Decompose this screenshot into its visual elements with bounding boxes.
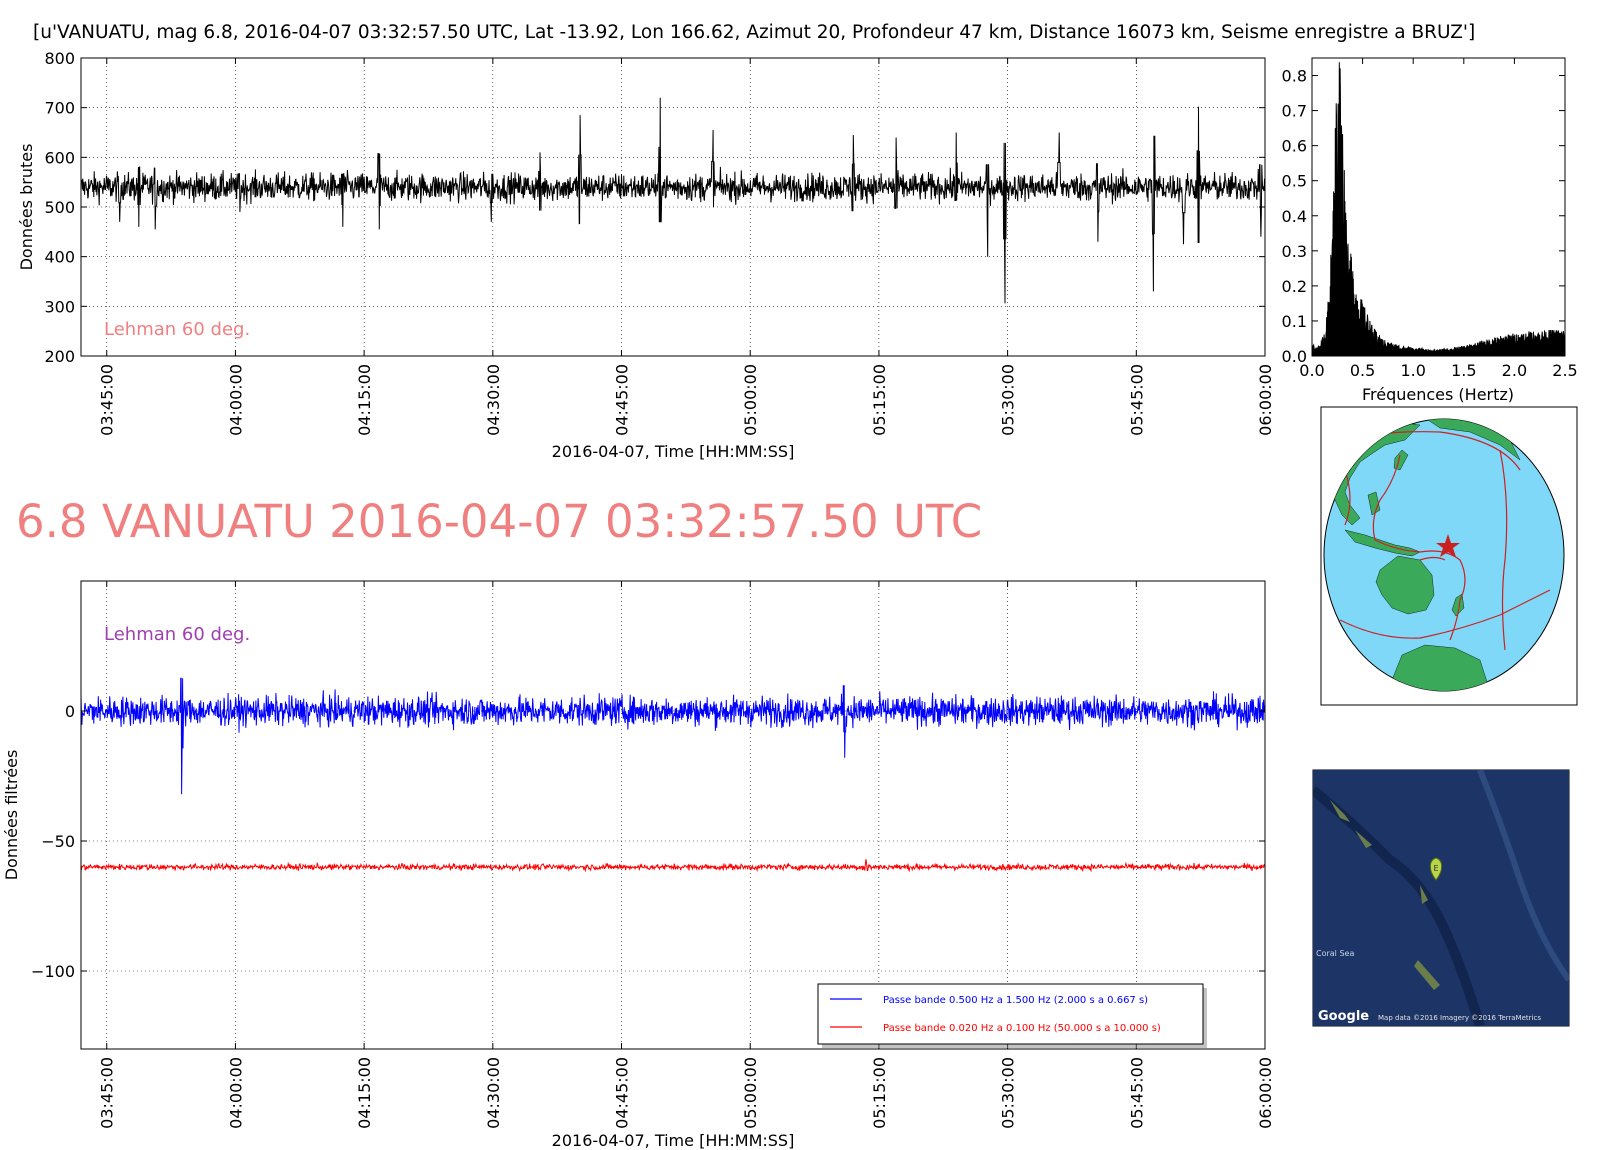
- spectrum-x-ticks: 0.0 0.5 1.0 1.5 2.0 2.5: [1299, 58, 1578, 380]
- epicenter-star-icon: [1436, 534, 1460, 557]
- x-tick-label: 03:45:00: [98, 364, 117, 436]
- spectrum-y-tick-label: 0.0: [1282, 347, 1307, 366]
- spectrum-y-tick-label: 0.1: [1282, 312, 1307, 331]
- spectrum-x-label: Fréquences (Hertz): [1362, 385, 1514, 404]
- high-band-trace: [81, 677, 1265, 795]
- y-tick-label: −50: [41, 832, 75, 851]
- google-logo: Google: [1318, 1009, 1369, 1024]
- x-tick-label: 06:00:00: [1256, 1057, 1275, 1129]
- y-tick-label: 0: [65, 702, 75, 721]
- y-tick-label: 600: [44, 148, 75, 167]
- raw-x-ticks: 03:45:00 04:00:00 04:15:00 04:30:00 04:45:00…: [98, 58, 1275, 436]
- x-tick-label: 04:00:00: [226, 364, 245, 436]
- coral-sea-label: Coral Sea: [1316, 949, 1354, 958]
- plate-boundary-pacific: [1329, 431, 1551, 651]
- australia-landmass: [1375, 555, 1435, 615]
- x-tick-label: 06:00:00: [1256, 364, 1275, 436]
- x-tick-label: 03:45:00: [98, 1057, 117, 1129]
- map-marker-icon: E: [1429, 857, 1443, 881]
- x-tick-label: 05:30:00: [999, 364, 1018, 436]
- figure-title: [u'VANUATU, mag 6.8, 2016-04-07 03:32:57…: [33, 22, 1475, 43]
- filtered-legend: Passe bande 0.500 Hz a 1.500 Hz (2.000 s…: [817, 983, 1207, 1048]
- x-tick-label: 04:45:00: [613, 1057, 632, 1129]
- y-tick-label: 400: [44, 248, 75, 267]
- spectrum-y-tick-label: 0.5: [1282, 172, 1307, 191]
- spectrum-y-tick-label: 0.3: [1282, 242, 1307, 261]
- y-tick-label: −100: [31, 962, 75, 981]
- spectrum-x-tick-label: 1.0: [1400, 361, 1425, 380]
- y-tick-label: 500: [44, 198, 75, 217]
- filtered-data-panel: −100 −50 0 03:45:00 04:00:00 04:15:00 04:30:0…: [2, 580, 1275, 1150]
- x-tick-label: 04:30:00: [484, 364, 503, 436]
- new-zealand-landmass: [1451, 593, 1465, 617]
- low-band-trace: [81, 859, 1265, 873]
- filtered-annotation: Lehman 60 deg.: [104, 624, 250, 645]
- filtered-y-ticks: −100 −50 0: [31, 702, 1265, 981]
- spectrum-x-tick-label: 1.5: [1451, 361, 1476, 380]
- x-tick-label: 04:15:00: [355, 364, 374, 436]
- filtered-grid: [81, 581, 1266, 1049]
- x-tick-label: 05:45:00: [1127, 364, 1146, 436]
- spectrum-x-tick-label: 2.5: [1552, 361, 1577, 380]
- x-tick-label: 05:30:00: [999, 1057, 1018, 1129]
- map-marker-label: E: [1433, 864, 1438, 873]
- spectrum-x-tick-label: 0.5: [1350, 361, 1375, 380]
- legend-label-low: Passe bande 0.020 Hz a 0.100 Hz (50.000 …: [883, 1023, 1161, 1034]
- x-tick-label: 04:45:00: [613, 364, 632, 436]
- spectrum-y-tick-label: 0.4: [1282, 207, 1307, 226]
- raw-y-label: Données brutes: [17, 144, 36, 271]
- x-tick-label: 04:30:00: [484, 1057, 503, 1129]
- raw-y-ticks: 200 300 400 500 600 700 800: [44, 49, 1265, 366]
- spectrum-y-tick-label: 0.7: [1282, 102, 1307, 121]
- satellite-ridge: [1477, 770, 1569, 982]
- globe-map: [1320, 406, 1578, 706]
- spectrum-x-tick-label: 0.0: [1299, 361, 1324, 380]
- spectrum-y-ticks: 0.0 0.1 0.2 0.3 0.4 0.5 0.6 0.7 0.8: [1282, 67, 1565, 366]
- satellite-ocean: [1313, 770, 1569, 1026]
- x-tick-label: 05:45:00: [1127, 1057, 1146, 1129]
- spectrum-x-tick-label: 2.0: [1502, 361, 1527, 380]
- y-tick-label: 700: [44, 99, 75, 118]
- y-tick-label: 800: [44, 49, 75, 68]
- filtered-x-label: 2016-04-07, Time [HH:MM:SS]: [552, 1131, 795, 1150]
- x-tick-label: 04:00:00: [226, 1057, 245, 1129]
- map-attribution: Map data ©2016 Imagery ©2016 TerraMetric…: [1378, 1014, 1541, 1022]
- spectrum-y-tick-label: 0.6: [1282, 137, 1307, 156]
- x-tick-label: 05:00:00: [741, 364, 760, 436]
- spectrum-trace: [1312, 62, 1565, 356]
- y-tick-label: 200: [44, 347, 75, 366]
- antarctica-landmass: [1391, 644, 1489, 691]
- spectrum-y-tick-label: 0.8: [1282, 67, 1307, 86]
- x-tick-label: 05:15:00: [870, 364, 889, 436]
- x-tick-label: 04:15:00: [355, 1057, 374, 1129]
- raw-x-label: 2016-04-07, Time [HH:MM:SS]: [552, 442, 795, 461]
- x-tick-label: 05:00:00: [741, 1057, 760, 1129]
- spectrum-panel: 0.0 0.1 0.2 0.3 0.4 0.5 0.6 0.7 0.8 0.0 0.5 1.0 1.5…: [1282, 57, 1578, 404]
- philippines-landmass: [1367, 491, 1381, 516]
- raw-annotation: Lehman 60 deg.: [104, 319, 250, 340]
- y-tick-label: 300: [44, 297, 75, 316]
- raw-data-panel: 200 300 400 500 600 700 800 03:45:00 04:00:00 04…: [17, 49, 1275, 461]
- event-big-title: 6.8 VANUATU 2016-04-07 03:32:57.50 UTC: [16, 495, 982, 548]
- filtered-y-label: Données filtrées: [2, 750, 21, 881]
- spectrum-y-tick-label: 0.2: [1282, 277, 1307, 296]
- raw-seismic-trace: [81, 97, 1265, 304]
- legend-label-high: Passe bande 0.500 Hz a 1.500 Hz (2.000 s…: [883, 995, 1148, 1006]
- satellite-map: E Coral Sea Google Map data ©2016 Imager…: [1312, 769, 1570, 1027]
- x-tick-label: 05:15:00: [870, 1057, 889, 1129]
